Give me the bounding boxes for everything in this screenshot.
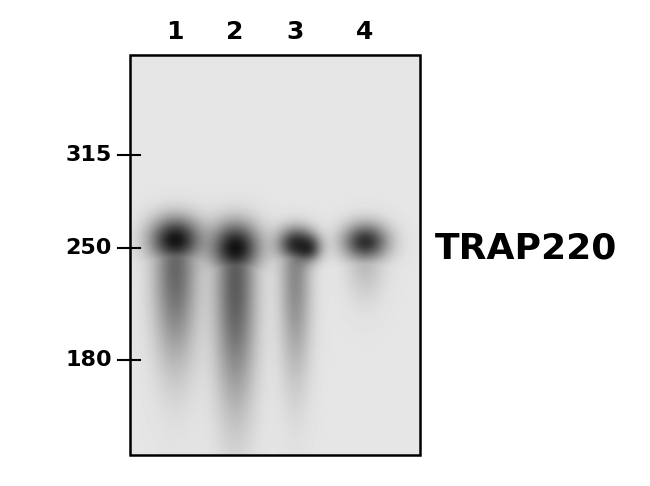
Text: 180: 180 xyxy=(66,350,112,370)
Text: 4: 4 xyxy=(356,20,374,44)
Text: 2: 2 xyxy=(226,20,244,44)
Text: 3: 3 xyxy=(286,20,304,44)
Text: TRAP220: TRAP220 xyxy=(435,231,618,265)
Text: 315: 315 xyxy=(66,145,112,165)
Text: 250: 250 xyxy=(66,238,112,258)
Text: 1: 1 xyxy=(166,20,184,44)
Bar xyxy=(130,55,420,455)
